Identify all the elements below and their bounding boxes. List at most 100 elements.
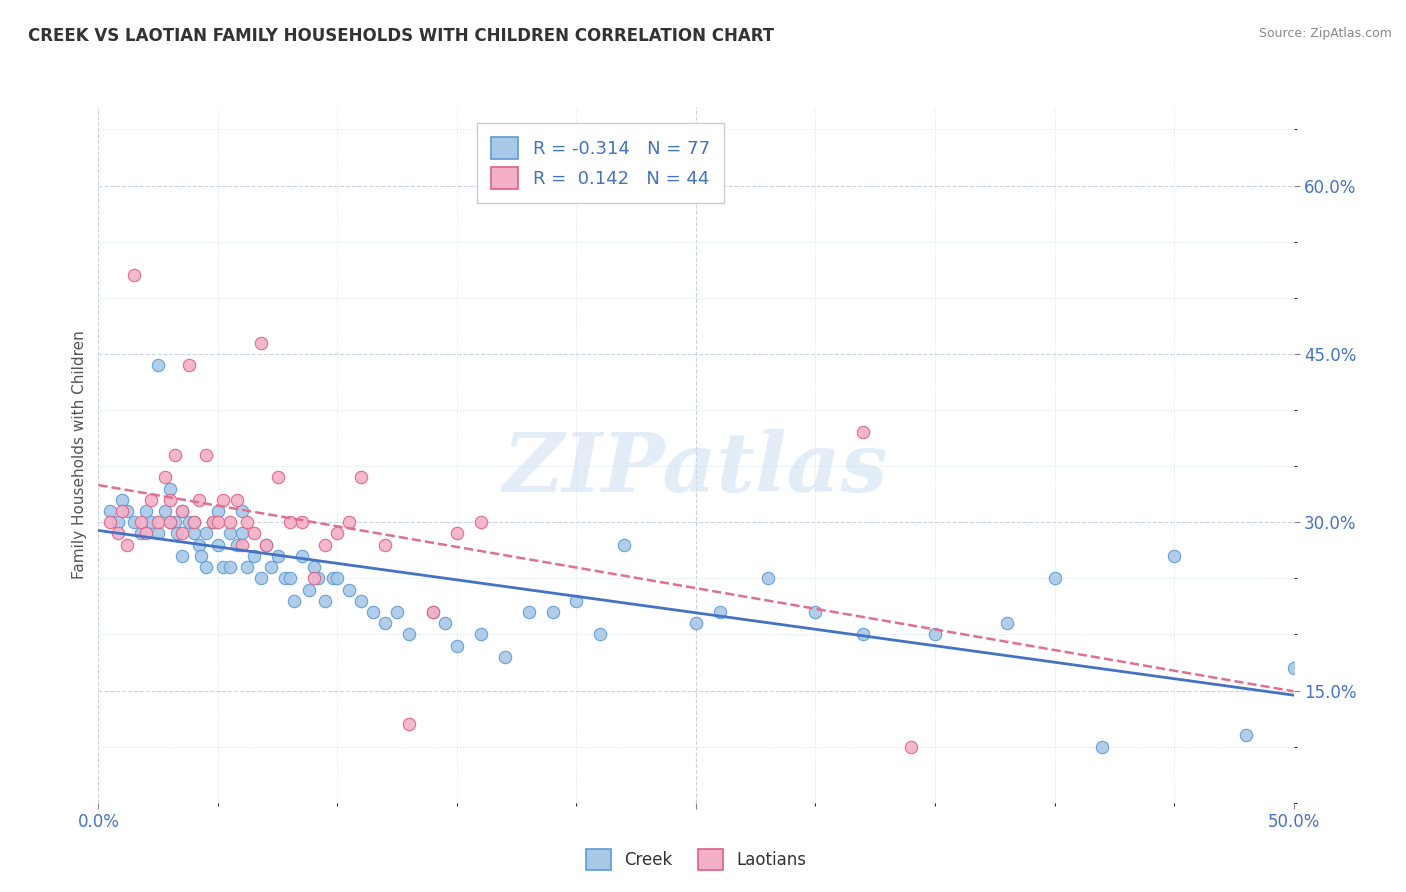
Point [274,571,297,585]
Point [446,639,468,653]
Point [111,492,134,507]
Point [115,504,138,518]
Point [350,594,373,608]
Point [374,538,396,552]
Point [194,448,217,462]
Point [183,526,205,541]
Point [179,515,201,529]
Point [172,526,194,541]
Point [470,515,492,529]
Point [179,358,201,372]
Point [172,549,194,563]
Point [131,515,153,529]
Point [924,627,946,641]
Point [235,560,257,574]
Point [124,268,146,283]
Point [226,538,249,552]
Point [187,492,209,507]
Point [211,492,233,507]
Point [159,515,181,529]
Point [315,538,337,552]
Point [219,526,242,541]
Point [250,571,273,585]
Point [190,549,212,563]
Point [163,448,186,462]
Point [302,571,325,585]
Point [267,549,290,563]
Point [231,538,253,552]
Point [107,515,129,529]
Point [326,571,349,585]
Point [211,560,233,574]
Point [374,616,396,631]
Point [207,504,229,518]
Point [139,492,162,507]
Point [589,627,612,641]
Point [135,504,157,518]
Point [139,515,162,529]
Point [900,739,922,754]
Point [135,526,157,541]
Point [107,526,129,541]
Point [231,526,253,541]
Point [852,627,875,641]
Point [243,549,266,563]
Point [194,560,217,574]
Point [226,492,249,507]
Point [385,605,409,619]
Point [131,526,153,541]
Legend: Creek, Laotians: Creek, Laotians [578,841,814,878]
Point [159,492,181,507]
Point [1234,729,1257,743]
Point [155,504,177,518]
Point [207,515,229,529]
Point [565,594,588,608]
Point [278,571,301,585]
Point [111,504,134,518]
Point [183,515,205,529]
Point [398,627,420,641]
Point [290,515,312,529]
Point [337,582,360,597]
Point [283,594,305,608]
Point [422,605,444,619]
Point [1163,549,1185,563]
Point [187,538,209,552]
Point [685,616,707,631]
Point [254,538,277,552]
Point [219,515,242,529]
Point [183,515,205,529]
Point [350,470,373,484]
Point [363,605,385,619]
Point [494,649,516,664]
Point [159,515,181,529]
Point [398,717,420,731]
Point [541,605,564,619]
Point [302,560,325,574]
Point [163,515,186,529]
Point [235,515,257,529]
Point [124,515,146,529]
Point [1043,571,1066,585]
Point [1282,661,1305,675]
Point [278,515,301,529]
Point [267,470,290,484]
Point [166,526,188,541]
Point [613,538,636,552]
Point [259,560,281,574]
Point [243,526,266,541]
Point [422,605,444,619]
Point [1091,739,1114,754]
Point [172,504,194,518]
Point [115,538,138,552]
Point [756,571,779,585]
Point [517,605,540,619]
Text: ZIPatlas: ZIPatlas [503,429,889,508]
Point [98,515,122,529]
Point [194,526,217,541]
Point [207,538,229,552]
Point [298,582,321,597]
Point [446,526,468,541]
Point [322,571,344,585]
Point [148,358,170,372]
